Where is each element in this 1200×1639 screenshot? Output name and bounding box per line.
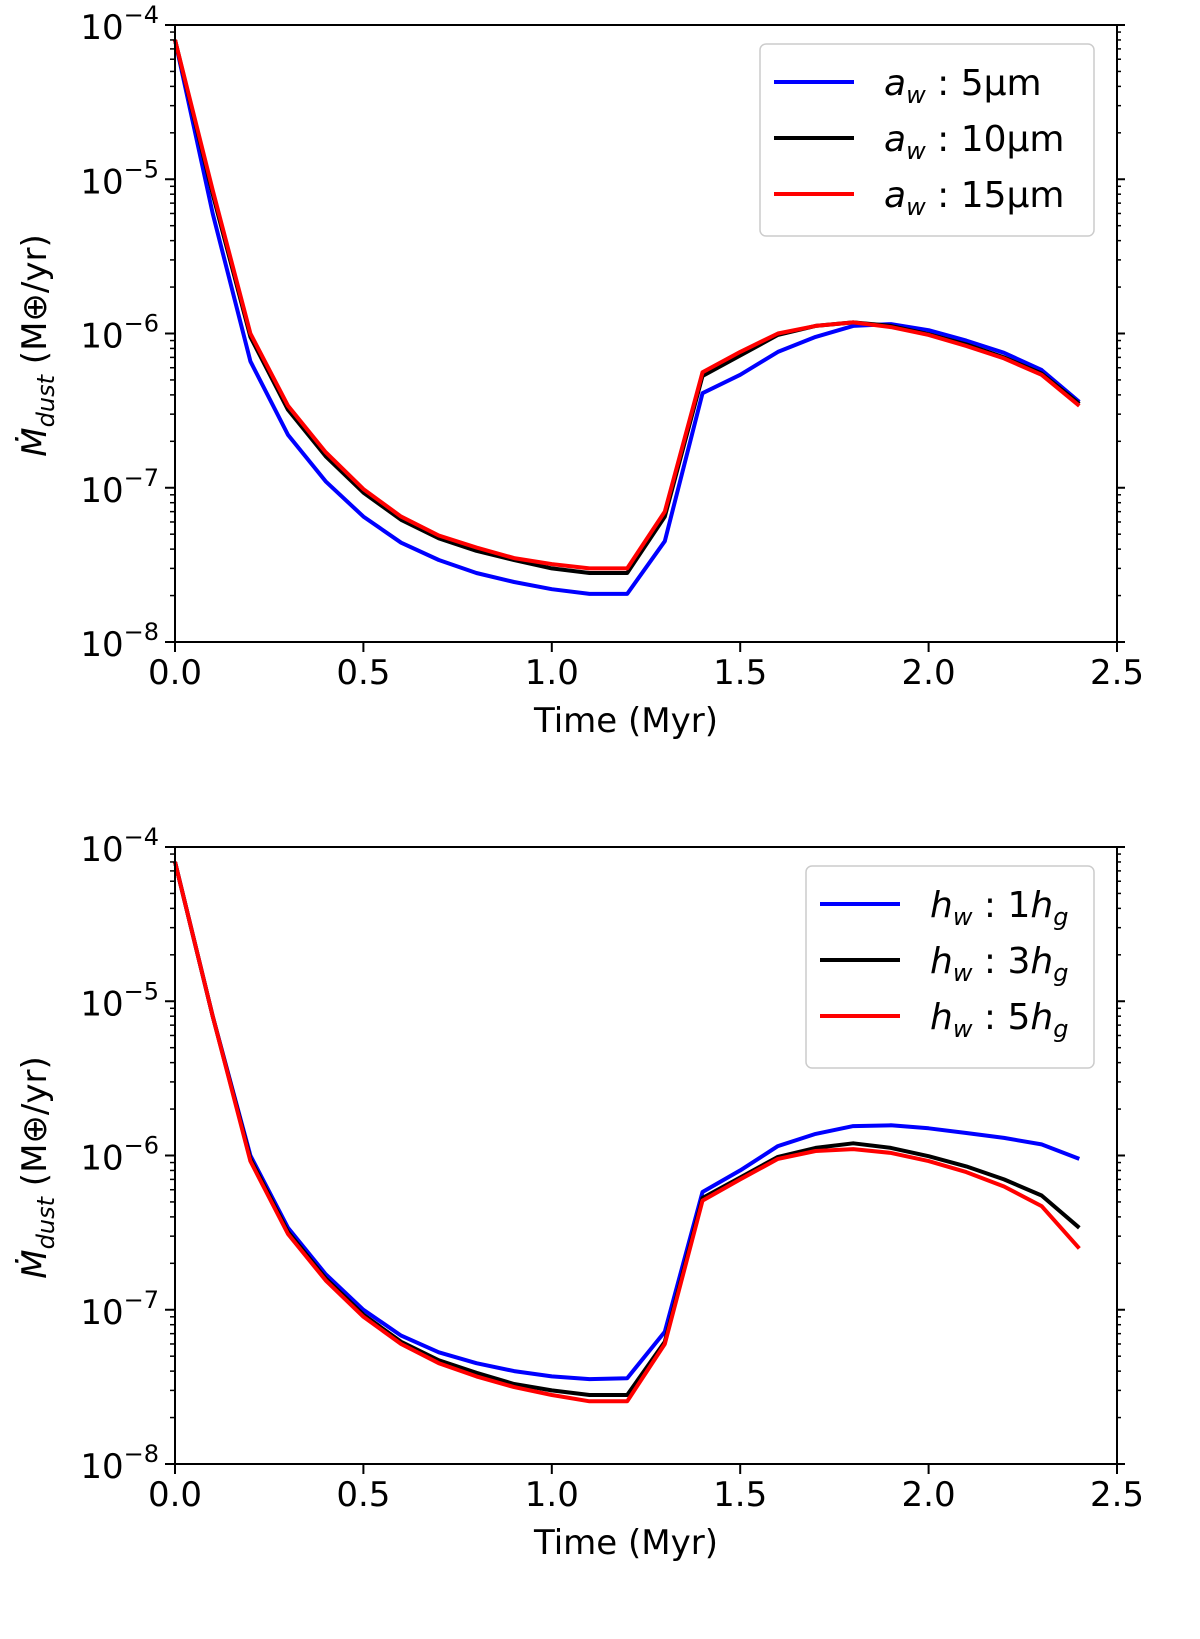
x-tick-label: 0.0 bbox=[148, 653, 202, 693]
series-line-3 bbox=[173, 39, 1081, 571]
x-tick-label: 0.5 bbox=[336, 653, 390, 693]
x-tick-label: 2.0 bbox=[902, 653, 956, 693]
x-tick-label: 2.0 bbox=[902, 1475, 956, 1515]
legend-label-3: aw : 15μm bbox=[884, 175, 1065, 221]
y-axis-label: Ṁdust (M⊕/yr) bbox=[15, 1056, 60, 1278]
y-tick-label: 10−8 bbox=[80, 618, 159, 665]
legend-label-1: aw : 5μm bbox=[884, 63, 1042, 109]
x-tick-label: 2.5 bbox=[1090, 653, 1144, 693]
y-tick-label: 10−8 bbox=[80, 1440, 159, 1487]
series-line-1 bbox=[173, 861, 1081, 1382]
y-tick-label: 10−5 bbox=[80, 155, 159, 202]
x-tick-label: 0.5 bbox=[336, 1475, 390, 1515]
y-tick-label: 10−7 bbox=[80, 1286, 159, 1333]
series-line-1 bbox=[173, 39, 1081, 596]
x-tick-label: 0.0 bbox=[148, 1475, 202, 1515]
y-tick-label: 10−4 bbox=[80, 1, 159, 48]
y-axis-label: Ṁdust (M⊕/yr) bbox=[15, 234, 60, 456]
x-tick-label: 1.0 bbox=[525, 1475, 579, 1515]
x-tick-label: 2.5 bbox=[1090, 1475, 1144, 1515]
y-tick-label: 10−6 bbox=[80, 1132, 159, 1179]
x-tick-label: 1.5 bbox=[713, 653, 767, 693]
x-axis-label: Time (Myr) bbox=[533, 701, 718, 741]
x-tick-label: 1.0 bbox=[525, 653, 579, 693]
y-tick-label: 10−7 bbox=[80, 464, 159, 511]
series-line-3 bbox=[173, 861, 1081, 1404]
y-tick-label: 10−6 bbox=[80, 310, 159, 357]
chart-panel-2: 0.0 0.5 1.0 1.5 2.0 2.5 10−8 10−7 10−6 10−5 10−4 Ti… bbox=[15, 823, 1144, 1563]
legend-box bbox=[759, 43, 1095, 237]
x-tick-label: 1.5 bbox=[713, 1475, 767, 1515]
legend: hw : 1hg hw : 3hg hw : 5hg bbox=[805, 865, 1095, 1069]
legend-label-1: hw : 1hg bbox=[930, 885, 1068, 931]
y-tick-label: 10−4 bbox=[80, 823, 159, 870]
legend-label-2: aw : 10μm bbox=[884, 119, 1065, 165]
chart-panel-1: 0.0 0.5 1.0 1.5 2.0 2.5 10−8 10−7 10−6 10−5 10−4 Ti… bbox=[15, 1, 1144, 741]
y-tick-label: 10−5 bbox=[80, 977, 159, 1024]
x-axis-label: Time (Myr) bbox=[533, 1523, 718, 1563]
legend: aw : 5μm aw : 10μm aw : 15μm bbox=[759, 43, 1095, 237]
legend-label-3: hw : 5hg bbox=[930, 997, 1068, 1043]
legend-label-2: hw : 3hg bbox=[930, 941, 1068, 987]
